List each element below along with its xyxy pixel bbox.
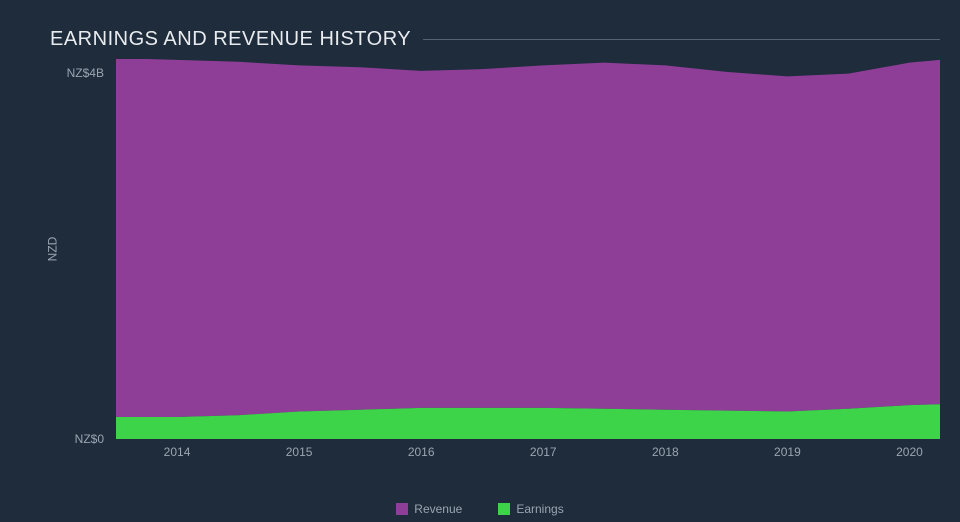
x-tick: 2016 [408,445,435,459]
area-svg [116,59,940,439]
legend-item-revenue: Revenue [396,502,462,516]
title-rule [423,39,940,40]
legend: Revenue Earnings [0,502,960,516]
x-axis: 2014 2015 2016 2017 2018 2019 2020 [116,439,940,469]
revenue-area [116,59,940,417]
y-tick-bottom: NZ$0 [75,432,104,446]
plot-wrap: NZD NZ$4B NZ$0 2014201520162017201820192… [50,59,940,469]
y-axis: NZD NZ$4B NZ$0 [50,59,112,439]
legend-label-revenue: Revenue [414,502,462,516]
earnings-revenue-chart: EARNINGS AND REVENUE HISTORY NZD NZ$4B N… [0,0,960,522]
legend-item-earnings: Earnings [498,502,563,516]
legend-label-earnings: Earnings [516,502,563,516]
y-axis-label: NZD [45,237,59,262]
legend-swatch-revenue [396,503,408,515]
x-tick: 2018 [652,445,679,459]
x-tick: 2017 [530,445,557,459]
plot-area [116,59,940,439]
chart-title: EARNINGS AND REVENUE HISTORY [50,28,411,51]
x-tick: 2015 [286,445,313,459]
x-tick: 2019 [774,445,801,459]
y-tick-top: NZ$4B [67,66,104,80]
legend-swatch-earnings [498,503,510,515]
chart-title-row: EARNINGS AND REVENUE HISTORY [50,28,940,51]
x-tick: 2020 [896,445,923,459]
x-tick: 2014 [164,445,191,459]
